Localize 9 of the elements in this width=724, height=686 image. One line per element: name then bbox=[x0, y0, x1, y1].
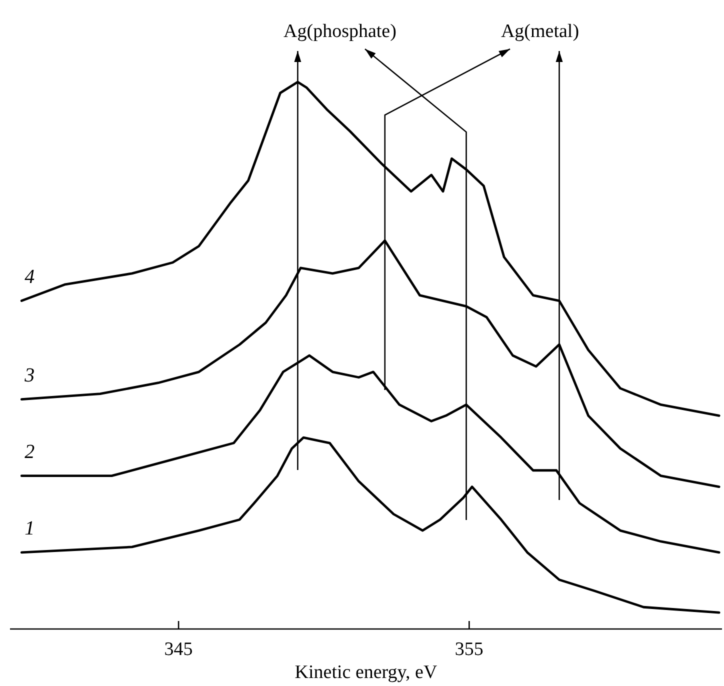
x-tick-label: 345 bbox=[164, 639, 193, 660]
text: Ag(phosphate) bbox=[284, 21, 396, 42]
series-label: 4 bbox=[24, 266, 35, 288]
series-label: 3 bbox=[24, 364, 35, 386]
x-tick-label: 355 bbox=[454, 639, 484, 660]
text: Ag(metal) bbox=[500, 21, 580, 42]
series-label: 1 bbox=[24, 517, 35, 540]
x-axis-title: Kinetic energy, eV bbox=[294, 662, 438, 683]
series-label: 2 bbox=[24, 440, 35, 463]
